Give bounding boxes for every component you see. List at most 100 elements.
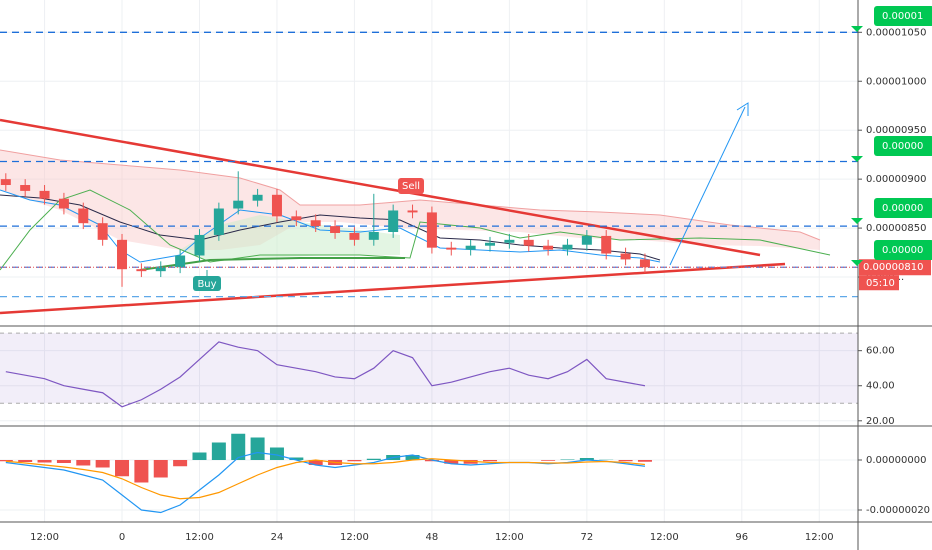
rsi-band <box>0 333 858 404</box>
alert-flag <box>874 6 932 26</box>
candle-body <box>39 190 50 199</box>
histogram-bar <box>444 460 459 464</box>
candle-body <box>639 259 650 268</box>
histogram-bar <box>483 460 498 462</box>
alert-flag-label: 0.00000 <box>882 141 923 152</box>
candle-body <box>136 269 147 272</box>
macd-pane <box>0 433 652 514</box>
cloud <box>0 150 820 250</box>
alert-flag-tip <box>851 156 863 162</box>
buy-label: Buy <box>197 279 216 290</box>
histogram-bar <box>211 442 226 460</box>
axes: 12:00 0 12:00 24 12:00 48 12:00 72 12:00 96 12:00 0… <box>30 6 932 543</box>
sell-label: Sell <box>402 181 420 192</box>
projection-arrow <box>669 106 746 266</box>
candle-body <box>562 244 573 250</box>
y-tick-label: 0.00001050 <box>866 27 926 38</box>
cloud-edge <box>0 149 821 241</box>
histogram-bar <box>289 457 304 460</box>
rsi-pane <box>0 332 858 408</box>
candle-body <box>78 208 89 224</box>
histogram-bar <box>76 460 91 466</box>
candle-body <box>291 216 302 221</box>
histogram-bar <box>153 460 168 478</box>
histogram-bar <box>424 460 439 462</box>
histogram-bar <box>231 433 246 460</box>
histogram-bar <box>579 458 594 460</box>
candle-body <box>388 210 399 233</box>
histogram-bar <box>347 460 362 462</box>
candle-body <box>368 232 379 240</box>
histogram-bar <box>269 447 284 460</box>
candle-body <box>465 245 476 250</box>
histogram-bar <box>18 460 33 462</box>
lagging-span <box>0 189 831 271</box>
histogram-bar <box>366 458 381 460</box>
histogram-bar <box>115 460 130 477</box>
candle-body <box>407 210 418 213</box>
y-tick-label: 60.00 <box>866 346 895 357</box>
candle-body <box>543 245 554 250</box>
y-tick-label: 0.00000950 <box>866 125 926 136</box>
countdown-tag <box>859 275 899 291</box>
histogram-bar <box>56 460 71 463</box>
x-tick-label: 12:00 <box>185 532 214 543</box>
alert-flag-tip <box>851 218 863 224</box>
histogram-bar <box>308 460 323 465</box>
x-tick-label: 12:00 <box>805 532 834 543</box>
candle-body <box>252 194 263 201</box>
x-tick-label: 12:00 <box>495 532 524 543</box>
candle-body <box>194 234 205 256</box>
candle-body <box>446 247 457 250</box>
histogram-bar <box>541 460 556 461</box>
histogram-bar <box>134 460 149 483</box>
histogram-bar <box>95 460 110 468</box>
y-tick-label: 0.00000850 <box>866 223 926 234</box>
histogram-bar <box>463 460 478 464</box>
y-tick-label: 0.00000000 <box>866 455 926 466</box>
alert-flag-label: 0.00000 <box>882 245 923 256</box>
y-tick-label: -0.00000020 <box>866 505 930 516</box>
alert-flag-tip <box>851 260 863 266</box>
histogram-bar <box>618 460 633 462</box>
histogram-bar <box>637 460 652 462</box>
x-tick-label: 24 <box>271 532 284 543</box>
alert-flag <box>874 240 932 260</box>
histogram-bar <box>0 460 13 462</box>
x-tick-label: 12:00 <box>30 532 59 543</box>
base-line <box>139 257 405 271</box>
histogram-bar <box>192 452 207 460</box>
candle-body <box>97 223 108 240</box>
x-tick-label: 96 <box>735 532 748 543</box>
trend-line <box>0 262 786 315</box>
grid <box>0 0 858 522</box>
histogram-bar <box>405 455 420 460</box>
candle-body <box>426 212 437 248</box>
countdown-label: 05:10 <box>866 278 895 289</box>
rsi-line <box>5 341 646 408</box>
candle-body <box>620 253 631 260</box>
x-tick-label: 12:00 <box>340 532 369 543</box>
last-price-tag <box>859 259 931 276</box>
alert-flag <box>874 198 932 218</box>
price-pane <box>0 31 858 298</box>
candle-body <box>349 232 360 240</box>
alert-flag-label: 0.00001 <box>882 11 923 22</box>
y-tick-label: 20.00 <box>866 416 895 427</box>
y-tick-label: 40.00 <box>866 381 895 392</box>
arrow-head <box>736 102 749 116</box>
candle-body <box>58 198 69 209</box>
x-tick-label: 72 <box>580 532 593 543</box>
y-tick-label: 0.00000900 <box>866 174 926 185</box>
candle-body <box>117 239 128 270</box>
x-tick-label: 48 <box>426 532 439 543</box>
candle-body <box>175 255 186 268</box>
candle-body <box>213 208 224 235</box>
candle-body <box>310 220 321 227</box>
candle-body <box>485 242 496 246</box>
x-tick-label: 12:00 <box>650 532 679 543</box>
buy-marker <box>193 276 221 291</box>
candle-body <box>233 200 244 209</box>
candle-body <box>504 239 515 243</box>
